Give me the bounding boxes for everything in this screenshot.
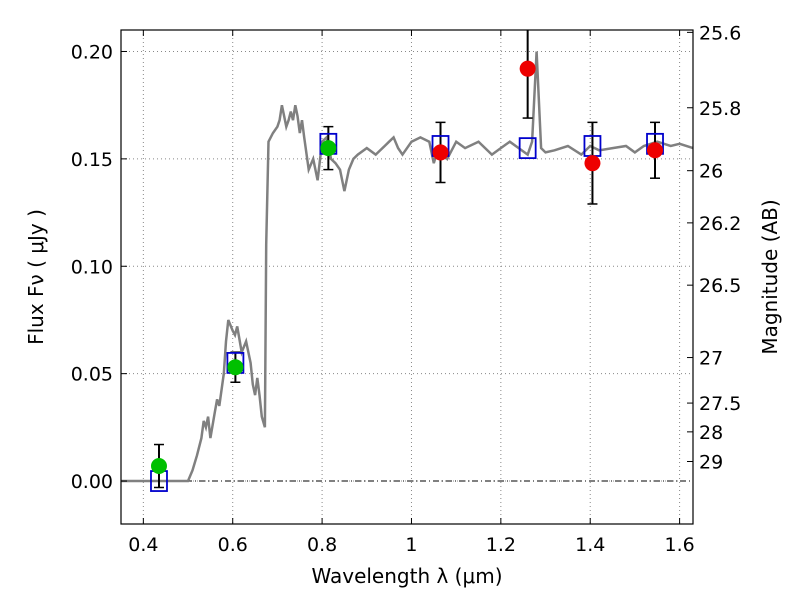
y-tick-label: 0.05 — [71, 364, 113, 386]
nir-detection-point — [584, 155, 601, 172]
plot-frame — [120, 29, 694, 525]
optical-detection-point — [320, 140, 337, 157]
optical-detection-point — [227, 359, 244, 376]
nir-detection-point — [432, 144, 449, 161]
x-tick-label: 0.4 — [128, 534, 158, 556]
right-axis-ticks: 25.6 25.8 26 26.2 26.5 27 27.5 28 29 — [687, 22, 741, 473]
x-tick-label: 1.4 — [575, 534, 605, 556]
y-tick-label: 0.15 — [71, 149, 113, 171]
nir-detection-point — [647, 142, 664, 159]
y-tick-label: 0.20 — [71, 41, 113, 63]
y-tick-label: 0.00 — [71, 471, 113, 493]
right-axis-tick-label: 28 — [699, 422, 723, 444]
x-tick-label: 1.6 — [664, 534, 694, 556]
y-axis-ticks: 0.00 0.05 0.10 0.15 0.20 — [71, 41, 127, 493]
y-tick-label: 0.10 — [71, 256, 113, 278]
model-photometry-square — [518, 137, 537, 160]
optical-detection-point — [150, 458, 167, 475]
plot-background — [121, 30, 693, 524]
x-tick-label: 0.6 — [218, 534, 248, 556]
right-axis-label: Magnitude (AB) — [758, 199, 782, 354]
right-axis-tick-label: 26 — [699, 161, 723, 183]
x-axis-label: Wavelength λ (μm) — [311, 564, 502, 588]
model-spectrum-line — [121, 51, 694, 483]
x-tick-label: 0.8 — [307, 534, 337, 556]
right-axis-tick-label: 27 — [699, 348, 723, 370]
right-axis-tick-label: 29 — [699, 451, 723, 473]
right-axis-tick-label: 26.2 — [699, 213, 741, 235]
right-axis-tick-label: 26.5 — [699, 275, 741, 297]
x-axis-ticks: 0.4 0.6 0.8 1 1.2 1.4 1.6 — [128, 30, 695, 556]
right-axis-tick-label: 25.6 — [699, 22, 741, 44]
right-axis-tick-label: 27.5 — [699, 393, 741, 415]
x-tick-label: 1 — [405, 534, 417, 556]
detection-markers — [150, 60, 664, 475]
nir-detection-point — [519, 60, 536, 77]
x-tick-label: 1.2 — [486, 534, 516, 556]
y-axis-label: Flux Fν ( μJy ) — [24, 209, 48, 345]
right-axis-tick-label: 25.8 — [699, 98, 741, 120]
